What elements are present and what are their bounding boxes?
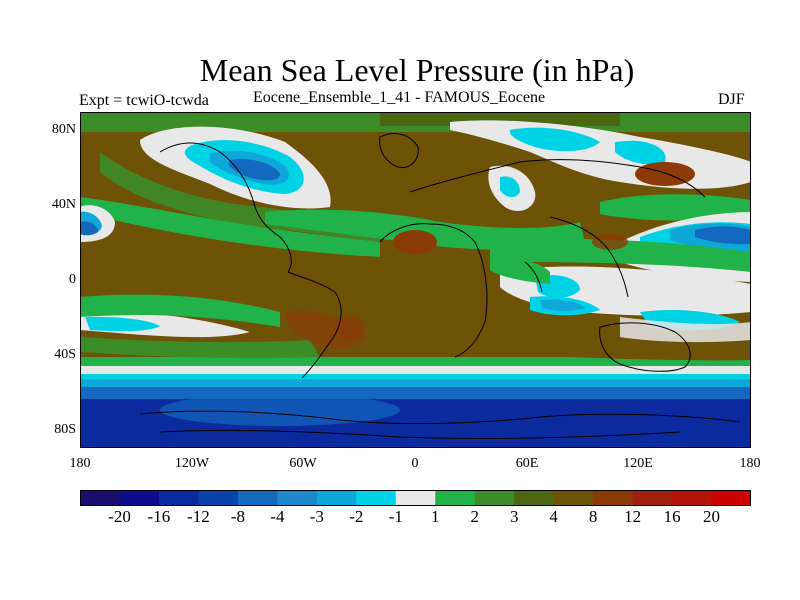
- field-south-atlantic-rust: [285, 310, 365, 349]
- field-europe-cyan: [500, 176, 520, 198]
- colorbar-swatch: [198, 490, 239, 506]
- map-frame: [80, 112, 751, 448]
- colorbar-label: -12: [187, 507, 210, 526]
- pressure-map: [80, 112, 751, 448]
- lat-label: 0: [69, 272, 76, 287]
- season-label: DJF: [718, 91, 745, 108]
- colorbar-frame: [80, 490, 751, 506]
- field-eurasia-cyan2: [615, 140, 666, 165]
- colorbar-swatch: [593, 490, 634, 506]
- field-sa-rust: [335, 315, 365, 339]
- lon-label: 120W: [174, 456, 210, 471]
- coast-antarctica: [139, 410, 741, 425]
- field-china-rust: [592, 234, 628, 250]
- colorbar-label: -8: [230, 507, 245, 526]
- field-eurasia-cyan: [509, 127, 600, 152]
- colorbar-swatch: [632, 490, 673, 506]
- field-southern-mid: [80, 387, 751, 401]
- colorbar-swatch: [237, 490, 278, 506]
- colorbar-label: 8: [588, 507, 598, 526]
- colorbar-swatch: [514, 490, 555, 506]
- field-east-mid: [695, 226, 751, 245]
- field-tropical-green-lower: [80, 337, 320, 359]
- colorbar-swatch: [553, 490, 594, 506]
- coast-india: [524, 261, 543, 293]
- colorbar-label: 4: [549, 507, 558, 526]
- field-np-east-green: [600, 194, 751, 221]
- lon-label: 60W: [289, 456, 317, 471]
- colorbar-label: 16: [663, 507, 681, 526]
- colorbar-swatch: [356, 490, 397, 506]
- colorbar-label: -1: [388, 507, 403, 526]
- lon-label: 180: [739, 456, 761, 471]
- colorbar-swatch: [119, 490, 160, 506]
- colorbar-label: 1: [430, 507, 440, 526]
- ensemble-label: Eocene_Ensemble_1_41 - FAMOUS_Eocene: [253, 89, 546, 106]
- coastlines: [139, 133, 741, 439]
- field-south-low: [160, 394, 400, 426]
- colorbar-swatch: [316, 490, 357, 506]
- field-west-edge-blue: [80, 221, 98, 236]
- field-arctic-olive: [380, 112, 620, 126]
- field-green-north-africa: [265, 209, 585, 250]
- field-tropical-cyan-s: [85, 316, 160, 332]
- colorbar-swatch: [711, 490, 751, 506]
- field-india-green: [490, 260, 550, 284]
- field-indian-light: [540, 299, 585, 311]
- experiment-label: Expt = tcwiO-tcwda: [79, 92, 209, 109]
- colorbar-label: 12: [624, 507, 642, 526]
- field-south-indian-brown: [380, 322, 751, 361]
- field-np-east-rust: [635, 162, 695, 186]
- field-equatorial-green: [490, 239, 751, 272]
- colorbar-label: 20: [703, 507, 720, 526]
- lon-label: 0: [411, 456, 419, 471]
- colorbar-swatch: [435, 490, 476, 506]
- coast-europe-africa: [379, 223, 488, 358]
- colorbar-swatch: [395, 490, 436, 506]
- colorbar-label: -20: [108, 507, 131, 526]
- field-green-n-tropics: [80, 197, 380, 257]
- colorbar-swatch: [80, 490, 120, 506]
- lat-label: 40S: [54, 347, 76, 362]
- lon-label: 60E: [515, 456, 539, 471]
- colorbar-label: -4: [270, 507, 285, 526]
- coast-south-america: [287, 271, 342, 379]
- colorbar-label: -16: [147, 507, 171, 526]
- lat-label: 80S: [54, 422, 76, 437]
- coast-greenland: [379, 133, 419, 169]
- colorbar: [80, 490, 751, 506]
- map-title: Mean Sea Level Pressure (in hPa): [199, 52, 635, 88]
- coast-north-america: [159, 142, 292, 273]
- field-southern-light: [80, 379, 751, 389]
- lon-label: 180: [69, 456, 91, 471]
- lat-label: 80N: [51, 122, 76, 137]
- colorbar-label: -2: [349, 507, 364, 526]
- lat-label: 40N: [51, 197, 76, 212]
- coast-antarctic-lower: [159, 429, 681, 439]
- field-southern-white: [80, 366, 751, 375]
- coast-asia-east: [549, 216, 629, 298]
- colorbar-label: 2: [470, 507, 479, 526]
- colorbar-swatch: [277, 490, 318, 506]
- field-aus-white: [620, 317, 751, 343]
- colorbar-label: -3: [309, 507, 324, 526]
- field-np-mid: [228, 158, 280, 181]
- colorbar-swatch: [474, 490, 515, 506]
- field-tropical-green-s: [80, 294, 280, 327]
- field-africa-rust: [393, 230, 437, 254]
- lon-label: 120E: [623, 456, 653, 471]
- field-southern-cyan: [80, 374, 751, 380]
- coast-eurasia: [409, 159, 706, 198]
- colorbar-swatch: [158, 490, 199, 506]
- colorbar-swatch: [672, 490, 713, 506]
- colorbar-label: 3: [509, 507, 519, 526]
- coast-australia: [599, 322, 691, 372]
